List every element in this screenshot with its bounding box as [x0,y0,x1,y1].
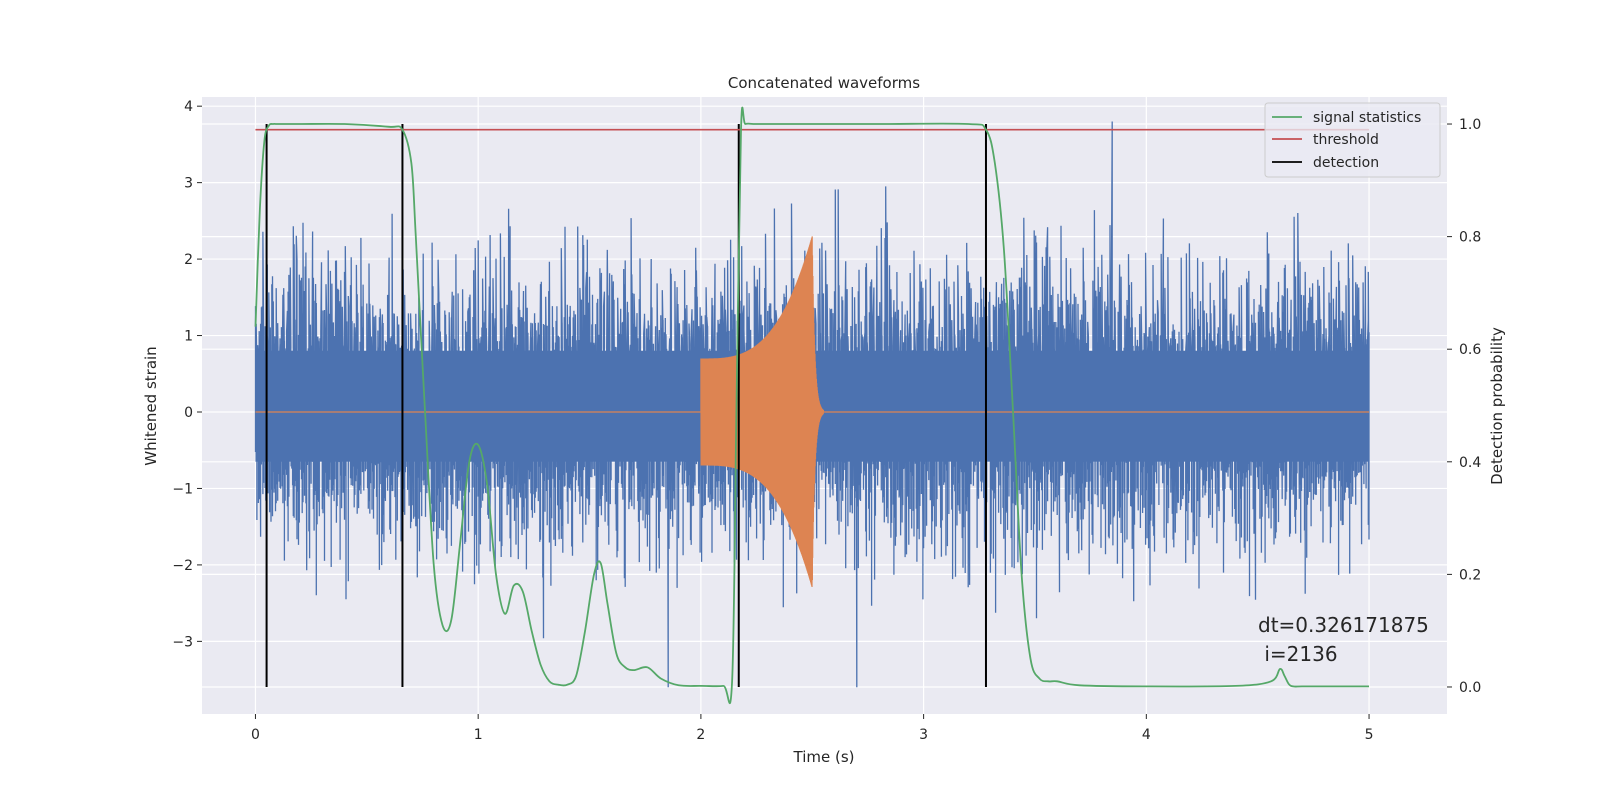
y2-tick-label-4: 0.8 [1459,230,1481,246]
y-tick-label-7: 4 [184,99,193,115]
chart-title: Concatenated waveforms [728,74,920,92]
y-tick-label-5: 2 [184,252,193,268]
annotation-dt: dt=0.326171875 [1258,613,1429,637]
y-axis-right: 0.0 0.2 0.4 0.6 0.8 1.0 [1447,117,1481,696]
y-tick-label-1: −2 [172,558,193,574]
x-tick-label-3: 3 [919,727,928,743]
x-tick-label-0: 0 [251,727,260,743]
y2-tick-label-3: 0.6 [1459,342,1481,358]
y-tick-label-2: −1 [172,481,193,497]
x-tick-label-5: 5 [1365,727,1374,743]
y-axis-left: −3 −2 −1 0 1 2 3 4 [172,99,202,650]
template-line [255,236,1369,588]
x-tick-label-4: 4 [1142,727,1151,743]
legend-label-threshold: threshold [1313,132,1379,148]
legend-frame [1264,102,1441,178]
template-series [255,236,1369,588]
legend-label-detection: detection [1313,155,1379,171]
y-tick-label-3: 0 [184,405,193,421]
signal-statistics-series [254,106,1369,704]
y-tick-label-6: 3 [184,176,193,192]
signal-statistics-line [254,106,1369,704]
legend: signal statistics threshold detection [1264,102,1441,178]
x-axis: 0 1 2 3 4 5 [251,714,1374,743]
y2-tick-label-0: 0.0 [1459,680,1481,696]
x-axis-label: Time (s) [793,748,855,766]
y-axis-label: Whitened strain [142,346,160,465]
y2-tick-label-1: 0.2 [1459,567,1481,583]
y-tick-label-4: 1 [184,329,193,345]
annotation-i: i=2136 [1258,642,1338,666]
legend-label-signal-statistics: signal statistics [1313,110,1421,126]
x-tick-label-2: 2 [696,727,705,743]
y-tick-label-0: −3 [172,634,193,650]
x-tick-label-1: 1 [474,727,483,743]
y2-tick-label-2: 0.4 [1459,455,1481,471]
y2-tick-label-5: 1.0 [1459,117,1481,133]
y2-axis-label: Detection probability [1488,327,1506,485]
